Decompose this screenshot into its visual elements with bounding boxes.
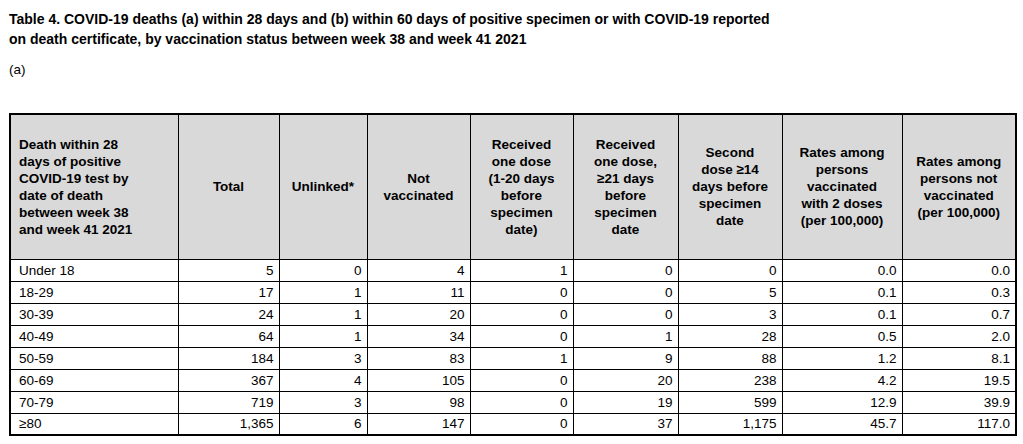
table-row-7: ≥801,36561470371,17545.7117.0	[10, 413, 1016, 435]
value-cell: 0.1	[782, 303, 902, 325]
value-cell: 3	[678, 303, 782, 325]
value-cell: 105	[367, 369, 470, 391]
column-header-7: Rates among persons vaccinated with 2 do…	[782, 114, 902, 259]
value-cell: 6	[279, 413, 367, 435]
value-cell: 5	[678, 281, 782, 303]
value-cell: 9	[573, 347, 678, 369]
row-label-cell: 70-79	[10, 391, 178, 413]
value-cell: 0	[470, 413, 573, 435]
value-cell: 0.3	[902, 281, 1016, 303]
value-cell: 2.0	[902, 325, 1016, 347]
table-row-6: 70-7971939801959912.939.9	[10, 391, 1016, 413]
value-cell: 83	[367, 347, 470, 369]
table-body: Under 185041000.00.018-29171110050.10.33…	[10, 259, 1016, 435]
value-cell: 367	[178, 369, 279, 391]
value-cell: 184	[178, 347, 279, 369]
value-cell: 0.0	[902, 259, 1016, 281]
value-cell: 1,365	[178, 413, 279, 435]
value-cell: 3	[279, 347, 367, 369]
page-title: Table 4. COVID-19 deaths (a) within 28 d…	[9, 10, 989, 49]
column-header-0: Death within 28 days of positive COVID-1…	[10, 114, 178, 259]
value-cell: 98	[367, 391, 470, 413]
table-row-0: Under 185041000.00.0	[10, 259, 1016, 281]
column-header-5: Received one dose, ≥21 days before speci…	[573, 114, 678, 259]
value-cell: 0	[279, 259, 367, 281]
value-cell: 0	[678, 259, 782, 281]
value-cell: 0	[573, 281, 678, 303]
value-cell: 34	[367, 325, 470, 347]
value-cell: 1	[279, 281, 367, 303]
value-cell: 0.7	[902, 303, 1016, 325]
value-cell: 0	[470, 391, 573, 413]
table-head: Death within 28 days of positive COVID-1…	[10, 114, 1016, 259]
value-cell: 11	[367, 281, 470, 303]
row-label-cell: 50-59	[10, 347, 178, 369]
column-header-2: Unlinked*	[279, 114, 367, 259]
column-header-8: Rates among persons not vaccinated (per …	[902, 114, 1016, 259]
value-cell: 238	[678, 369, 782, 391]
value-cell: 0	[470, 325, 573, 347]
value-cell: 1	[470, 347, 573, 369]
table-row-1: 18-29171110050.10.3	[10, 281, 1016, 303]
row-label-cell: ≥80	[10, 413, 178, 435]
value-cell: 4	[367, 259, 470, 281]
row-label-cell: 18-29	[10, 281, 178, 303]
value-cell: 88	[678, 347, 782, 369]
value-cell: 3	[279, 391, 367, 413]
value-cell: 5	[178, 259, 279, 281]
value-cell: 1.2	[782, 347, 902, 369]
value-cell: 0	[573, 259, 678, 281]
row-label-cell: 60-69	[10, 369, 178, 391]
value-cell: 45.7	[782, 413, 902, 435]
value-cell: 1	[470, 259, 573, 281]
value-cell: 1,175	[678, 413, 782, 435]
value-cell: 39.9	[902, 391, 1016, 413]
value-cell: 599	[678, 391, 782, 413]
value-cell: 19	[573, 391, 678, 413]
value-cell: 0.0	[782, 259, 902, 281]
row-label-cell: 40-49	[10, 325, 178, 347]
table-header-row: Death within 28 days of positive COVID-1…	[10, 114, 1016, 259]
value-cell: 20	[573, 369, 678, 391]
value-cell: 0	[573, 303, 678, 325]
deaths-table: Death within 28 days of positive COVID-1…	[9, 113, 1017, 436]
value-cell: 0.1	[782, 281, 902, 303]
value-cell: 0	[470, 281, 573, 303]
column-header-3: Not vaccinated	[367, 114, 470, 259]
value-cell: 1	[279, 303, 367, 325]
table-row-5: 60-6936741050202384.219.5	[10, 369, 1016, 391]
value-cell: 4	[279, 369, 367, 391]
value-cell: 1	[279, 325, 367, 347]
row-label-cell: Under 18	[10, 259, 178, 281]
table-row-4: 50-5918438319881.28.1	[10, 347, 1016, 369]
value-cell: 719	[178, 391, 279, 413]
column-header-1: Total	[178, 114, 279, 259]
value-cell: 17	[178, 281, 279, 303]
value-cell: 147	[367, 413, 470, 435]
value-cell: 37	[573, 413, 678, 435]
table-row-2: 30-39241200030.10.7	[10, 303, 1016, 325]
value-cell: 20	[367, 303, 470, 325]
value-cell: 117.0	[902, 413, 1016, 435]
column-header-6: Second dose ≥14 days before specimen dat…	[678, 114, 782, 259]
value-cell: 8.1	[902, 347, 1016, 369]
value-cell: 4.2	[782, 369, 902, 391]
column-header-4: Received one dose (1-20 days before spec…	[470, 114, 573, 259]
value-cell: 19.5	[902, 369, 1016, 391]
value-cell: 0	[470, 303, 573, 325]
value-cell: 0.5	[782, 325, 902, 347]
value-cell: 0	[470, 369, 573, 391]
value-cell: 24	[178, 303, 279, 325]
value-cell: 28	[678, 325, 782, 347]
table-row-3: 40-496413401280.52.0	[10, 325, 1016, 347]
value-cell: 64	[178, 325, 279, 347]
value-cell: 1	[573, 325, 678, 347]
row-label-cell: 30-39	[10, 303, 178, 325]
section-label-a: (a)	[9, 62, 26, 77]
value-cell: 12.9	[782, 391, 902, 413]
